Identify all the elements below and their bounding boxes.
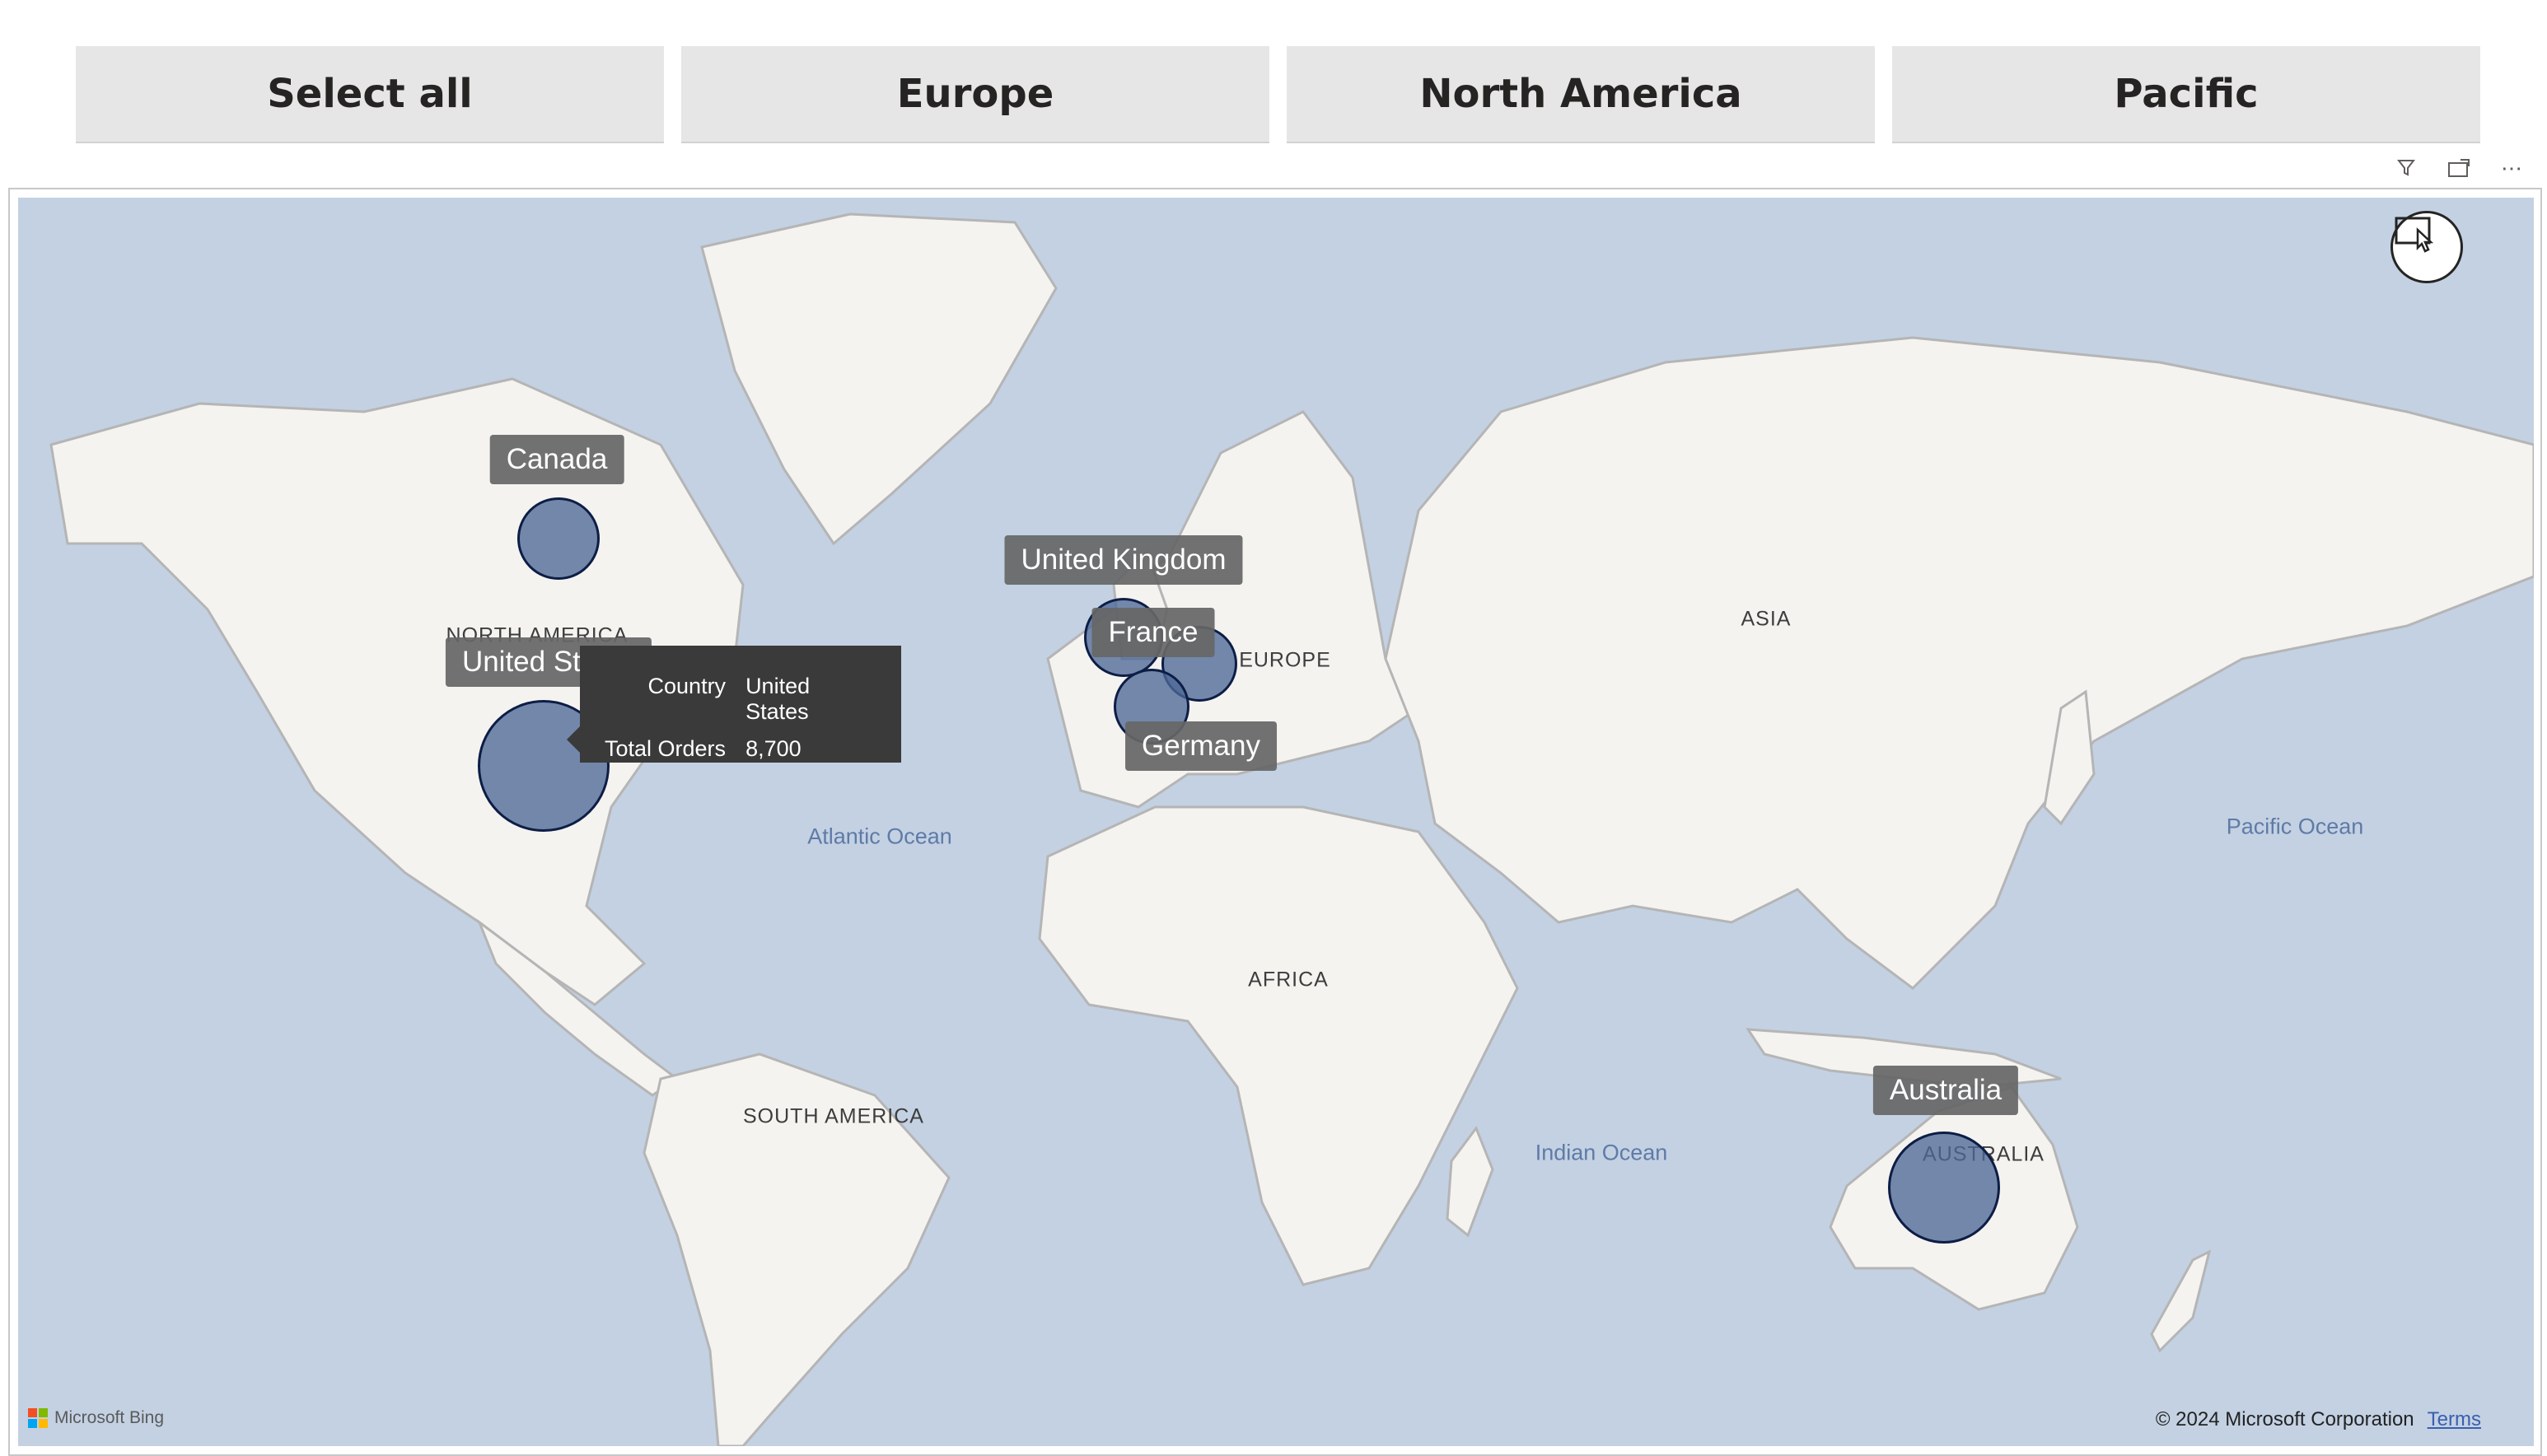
data-label-united-kingdom: United Kingdom	[1004, 535, 1243, 585]
bing-attribution: Microsoft Bing	[28, 1408, 164, 1428]
ocean-label-indian: Indian Ocean	[1535, 1140, 1668, 1165]
map-tooltip: Country United States Total Orders 8,700	[567, 646, 901, 763]
basemap	[49, 212, 2534, 1446]
land-asia	[1384, 336, 2534, 990]
visual-header: ⋯	[2392, 153, 2526, 183]
land-greenland	[700, 212, 1058, 546]
data-label-france: France	[1091, 608, 1215, 657]
land-new-zealand	[2150, 1249, 2212, 1353]
tooltip-country-value: United States	[745, 674, 811, 724]
land-japan	[2043, 689, 2096, 826]
slicer-button-europe[interactable]: Europe	[681, 46, 1269, 143]
land-madagascar	[1446, 1125, 1494, 1238]
data-label-canada: Canada	[489, 435, 624, 484]
bubble-australia[interactable]	[1888, 1132, 2000, 1244]
map-copyright: © 2024 Microsoft Corporation Terms	[2156, 1408, 2481, 1431]
region-label-asia: ASIA	[1741, 607, 1792, 631]
cursor-select-icon	[2395, 217, 2434, 253]
more-options-icon[interactable]: ⋯	[2501, 155, 2522, 180]
land-africa	[1038, 805, 1519, 1286]
slicer-button-select-all[interactable]: Select all	[76, 46, 664, 143]
map-selection-tool-button[interactable]	[2390, 211, 2463, 283]
region-label-south-america: SOUTH AMERICA	[743, 1104, 924, 1128]
copyright-text: © 2024 Microsoft Corporation	[2155, 1408, 2414, 1430]
tooltip-orders-value: 8,700	[745, 736, 801, 761]
region-label-europe: EUROPE	[1239, 648, 1331, 672]
slicer-button-pacific[interactable]: Pacific	[1892, 46, 2480, 143]
tooltip-country-label: Country	[647, 674, 727, 698]
region-label-africa: AFRICA	[1248, 968, 1329, 992]
data-label-australia: Australia	[1872, 1066, 2019, 1115]
land-south-america	[643, 1052, 951, 1446]
data-label-germany: Germany	[1125, 721, 1277, 771]
focus-mode-icon[interactable]	[2445, 154, 2473, 182]
filter-icon[interactable]	[2392, 154, 2420, 182]
ocean-label-atlantic: Atlantic Ocean	[807, 824, 952, 849]
bubble-canada[interactable]	[517, 497, 600, 580]
terms-link[interactable]: Terms	[2427, 1408, 2481, 1430]
bing-brand-text: Microsoft Bing	[54, 1408, 165, 1427]
microsoft-logo-icon	[28, 1408, 48, 1428]
map-canvas[interactable]: NORTH AMERICA EUROPE ASIA AFRICA SOUTH A…	[18, 198, 2534, 1446]
slicer-button-north-america[interactable]: North America	[1287, 46, 1875, 143]
tooltip-orders-label: Total Orders	[605, 736, 727, 761]
ocean-label-pacific: Pacific Ocean	[2226, 814, 2364, 839]
